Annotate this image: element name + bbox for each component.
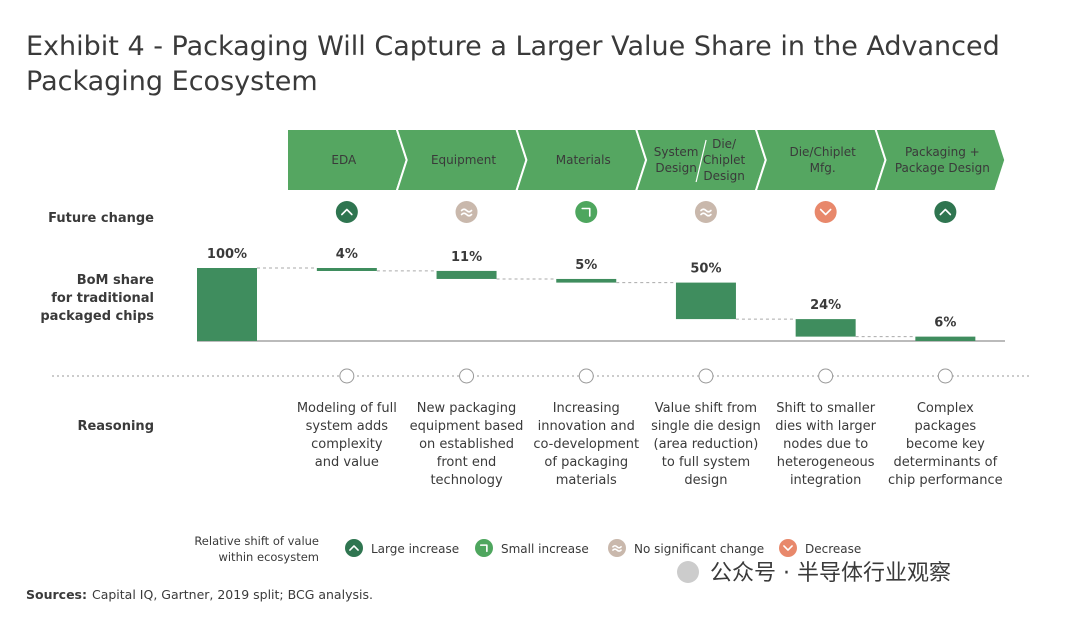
change-icon <box>335 201 358 223</box>
change-icon <box>608 539 626 557</box>
value-label: 5% <box>575 257 597 272</box>
value-label: 11% <box>451 249 482 264</box>
icon-glyph <box>612 544 622 552</box>
sources-label: Sources: <box>26 587 87 602</box>
row-label: BoM share for traditional packaged chips <box>40 273 154 324</box>
change-icon <box>475 539 493 557</box>
stage-label: Die/Chiplet Mfg. <box>789 145 856 175</box>
stage-divider <box>695 139 707 183</box>
icon-glyph <box>341 208 353 216</box>
reasoning-text: Complex packages become key determinants of… <box>888 401 1003 488</box>
reasoning-text: Modeling of full system adds complexity and… <box>297 401 397 470</box>
divider-dot <box>578 368 594 384</box>
reasoning-text: New packaging equipment based on establish… <box>410 401 524 488</box>
change-icon <box>345 539 363 557</box>
bar <box>436 270 497 279</box>
value-label: 6% <box>934 315 956 330</box>
stage-label: EDA <box>331 153 357 167</box>
sources: Sources: Capital IQ, Gartner, 2019 split;… <box>26 587 373 602</box>
stage-arrow <box>874 128 1007 192</box>
legend-title: Relative shift of value within ecosystem <box>194 534 319 564</box>
stage-label: System Design <box>654 145 699 175</box>
bar <box>915 336 976 341</box>
change-icon <box>455 201 478 223</box>
reasoning-text: Increasing innovation and co-development of… <box>533 401 639 488</box>
icon-glyph <box>700 208 712 217</box>
legend-label: No significant change <box>634 542 764 556</box>
sources-text: Capital IQ, Gartner, 2019 split; BCG ana… <box>92 587 373 602</box>
total-label: 100% <box>207 247 247 262</box>
change-icon <box>779 539 797 557</box>
value-label: 24% <box>810 298 841 313</box>
reasoning-text: Shift to smaller dies with larger nodes du… <box>775 401 876 488</box>
change-icon <box>814 201 837 223</box>
divider-dot <box>937 368 953 384</box>
icon-glyph <box>819 208 832 216</box>
divider-dot <box>818 368 834 384</box>
bar <box>556 278 617 283</box>
row-label: Future change <box>48 211 154 226</box>
change-icon <box>575 201 598 223</box>
legend-label: Decrease <box>805 542 861 556</box>
row-label: Reasoning <box>77 419 154 434</box>
value-label: 4% <box>336 247 358 262</box>
watermark: 公众号 · 半导体行业观察 <box>710 561 951 586</box>
stage-label: Equipment <box>431 153 496 167</box>
bar <box>316 268 377 271</box>
change-icon <box>934 201 957 223</box>
stage-label: Materials <box>556 153 611 167</box>
divider-dot <box>698 368 714 384</box>
icon-glyph <box>479 544 488 553</box>
change-icon <box>694 201 717 223</box>
legend-label: Large increase <box>371 542 459 556</box>
divider-dot <box>339 368 355 384</box>
icon-glyph <box>783 545 793 551</box>
icon-glyph <box>581 207 591 217</box>
bar <box>795 319 856 337</box>
icon-glyph <box>349 545 359 551</box>
legend-label: Small increase <box>501 542 589 556</box>
divider-dot <box>459 368 475 384</box>
watermark-icon <box>677 561 699 583</box>
bar <box>675 282 736 320</box>
chart-title: Exhibit 4 - Packaging Will Capture a Lar… <box>26 31 1000 97</box>
icon-glyph <box>939 208 952 216</box>
icon-glyph <box>460 208 473 217</box>
reasoning-text: Value shift from single die design (area r… <box>651 401 761 488</box>
stage-label: Packaging + Package Design <box>895 145 990 175</box>
value-label: 50% <box>690 261 721 276</box>
total-bar <box>197 268 257 341</box>
stage-label: Die/Chiplet Design <box>703 137 746 183</box>
